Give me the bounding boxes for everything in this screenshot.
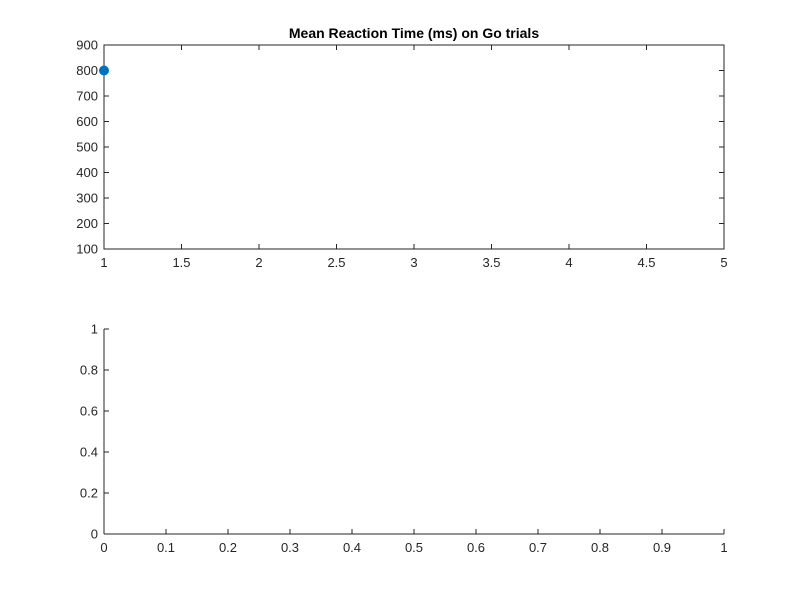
bottom-y-tick-label: 0.6 bbox=[80, 404, 98, 419]
bottom-y-tick-label: 1 bbox=[91, 322, 98, 337]
bottom-x-tick-label: 0.9 bbox=[653, 540, 671, 555]
top-x-tick-label: 2 bbox=[255, 255, 262, 270]
top-axes-box bbox=[103, 44, 725, 250]
top-x-tick-label: 5 bbox=[720, 255, 727, 270]
bottom-x-tick-label: 0.7 bbox=[529, 540, 547, 555]
bottom-x-tick-label: 0.3 bbox=[281, 540, 299, 555]
bottom-x-tick-label: 0.8 bbox=[591, 540, 609, 555]
top-x-tick-label: 3 bbox=[410, 255, 417, 270]
top-x-tick-label: 4 bbox=[565, 255, 572, 270]
bottom-x-tick-label: 0.5 bbox=[405, 540, 423, 555]
bottom-y-tick-label: 0.8 bbox=[80, 363, 98, 378]
top-x-tick-label: 1 bbox=[100, 255, 107, 270]
top-y-tick-label: 900 bbox=[76, 38, 98, 53]
top-x-tick-label: 4.5 bbox=[637, 255, 655, 270]
bottom-x-tick-label: 0.4 bbox=[343, 540, 361, 555]
bottom-plot: 0 0.1 0.2 0.3 0.4 0.5 0.6 0.7 0.8 0.9 1 0 0.2 0.4 0.6 0… bbox=[80, 322, 728, 556]
top-y-tick-label: 300 bbox=[76, 191, 98, 206]
bottom-x-tick-label: 0.6 bbox=[467, 540, 485, 555]
bottom-y-tick-label: 0.4 bbox=[80, 445, 98, 460]
top-plot: 1 1.5 2 2.5 3 3.5 4 4.5 5 100 200 300 400 500 600 700 80… bbox=[76, 25, 727, 270]
top-y-tick-label: 400 bbox=[76, 165, 98, 180]
top-y-tick-label: 200 bbox=[76, 216, 98, 231]
bottom-y-tick-label: 0 bbox=[91, 527, 98, 542]
top-x-tick-label: 3.5 bbox=[482, 255, 500, 270]
bottom-x-tick-label: 0 bbox=[100, 540, 107, 555]
top-data-point bbox=[99, 65, 109, 76]
bottom-x-tick-label: 0.2 bbox=[219, 540, 237, 555]
top-y-tick-label: 500 bbox=[76, 140, 98, 155]
bottom-x-tick-label: 0.1 bbox=[157, 540, 175, 555]
top-y-tick-label: 800 bbox=[76, 63, 98, 78]
top-y-tick-label: 100 bbox=[76, 242, 98, 257]
top-chart-title: Mean Reaction Time (ms) on Go trials bbox=[289, 25, 539, 41]
top-y-tick-label: 600 bbox=[76, 114, 98, 129]
bottom-y-tick-label: 0.2 bbox=[80, 486, 98, 501]
bottom-x-tick-label: 1 bbox=[720, 540, 727, 555]
top-x-tick-label: 2.5 bbox=[327, 255, 345, 270]
top-y-tick-label: 700 bbox=[76, 89, 98, 104]
top-x-tick-label: 1.5 bbox=[172, 255, 190, 270]
